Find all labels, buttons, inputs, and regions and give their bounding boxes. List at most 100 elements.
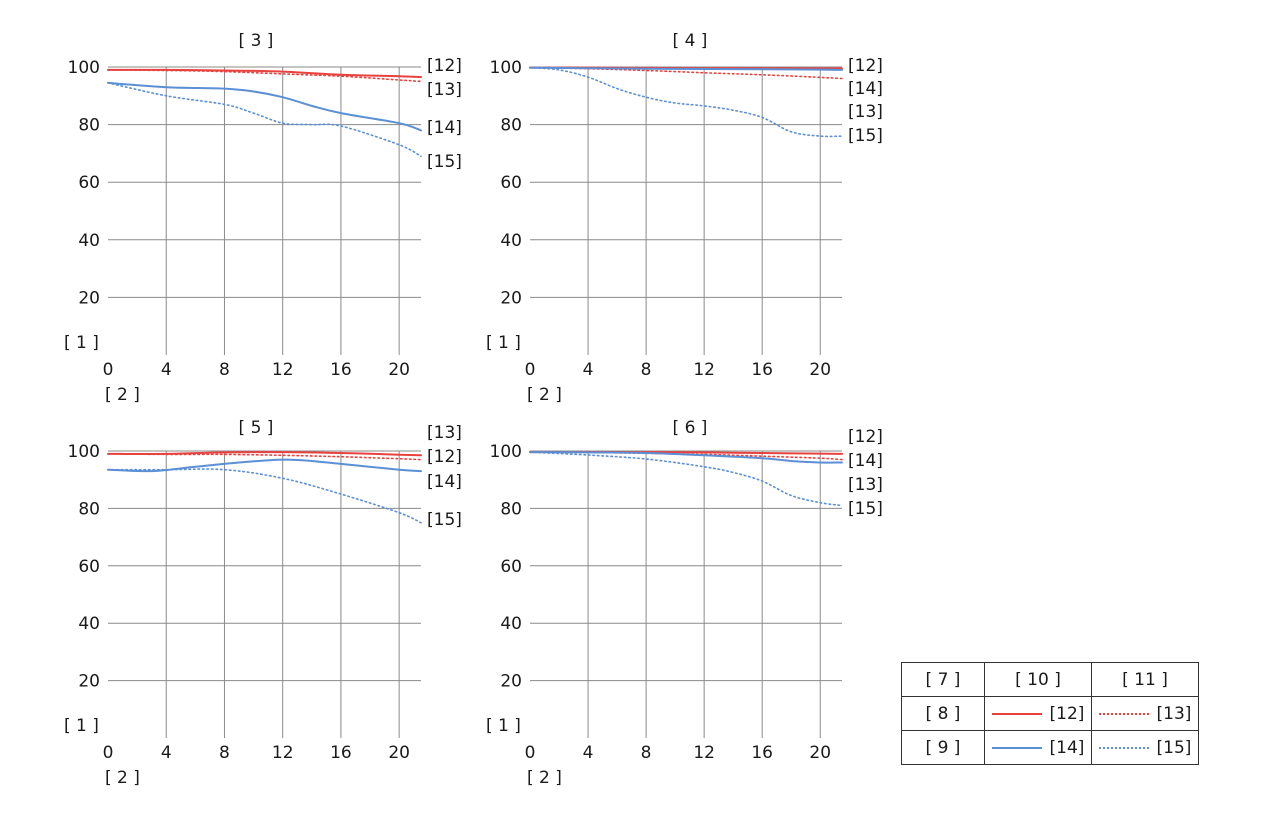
series-end-label: [14] (427, 118, 462, 138)
x-tick-label: 16 (751, 360, 773, 380)
chart-title: [ 5 ] (239, 418, 274, 438)
x-tick-label: 16 (751, 743, 773, 763)
x-tick-label: 20 (809, 743, 831, 763)
x-tick-label: 12 (693, 743, 715, 763)
y-tick-label: 60 (78, 557, 100, 577)
legend-row: [ 8 ] [12] [13] (901, 696, 1199, 731)
series-end-label: [13] (427, 80, 462, 100)
y-tick-label: 40 (78, 231, 100, 251)
chart-title: [ 3 ] (239, 31, 274, 51)
legend-header-cell: [ 7 ] (901, 662, 985, 697)
legend-solid-label: [14] (1049, 737, 1085, 758)
y-tick-label: 40 (500, 231, 522, 251)
legend-table: [ 7 ] [ 10 ] [ 11 ] [ 8 ] [12] [13] [ 9 … (901, 662, 1199, 765)
y-tick-label: 20 (500, 672, 522, 692)
solid-series-line (529, 451, 843, 464)
x-tick-label: 0 (525, 360, 536, 380)
series-end-label: [12] (427, 56, 462, 76)
series-end-label: [13] (427, 423, 462, 443)
x-tick-label: 8 (641, 743, 652, 763)
dotted-series-line (107, 468, 422, 524)
x-tick-label: 8 (641, 360, 652, 380)
series-end-label: [15] (427, 152, 462, 172)
x-tick-label: 16 (330, 360, 352, 380)
dotted-series-line (529, 451, 843, 507)
legend-header-cell: [ 10 ] (984, 662, 1092, 697)
legend-dotted-cell: [13] (1091, 696, 1199, 731)
series-end-label: [12] (848, 427, 883, 447)
legend-header-cell: [ 11 ] (1091, 662, 1199, 697)
series-end-label: [15] (848, 126, 883, 146)
x-tick-label: 4 (161, 360, 172, 380)
y-tick-label: 100 (68, 442, 100, 462)
y-tick-label: 100 (490, 442, 522, 462)
series-end-label: [15] (848, 499, 883, 519)
x-tick-label: 12 (693, 360, 715, 380)
x-tick-label: 12 (272, 743, 294, 763)
x-tick-label: 20 (388, 360, 410, 380)
series-end-label: [12] (848, 56, 883, 76)
x-tick-label: 0 (525, 743, 536, 763)
series-end-label: [14] (427, 472, 462, 492)
x-tick-label: 4 (583, 743, 594, 763)
y-tick-label: 60 (500, 557, 522, 577)
y-tick-label: 60 (500, 173, 522, 193)
x-tick-label: 0 (103, 360, 114, 380)
series-end-label: [15] (427, 510, 462, 530)
x-axis-label: [ 2 ] (527, 385, 562, 405)
y-tick-label: 40 (78, 614, 100, 634)
x-tick-label: 8 (219, 743, 230, 763)
y-tick-label: 20 (78, 672, 100, 692)
y-tick-label: 20 (78, 288, 100, 308)
series-end-label: [12] (427, 447, 462, 467)
solid-series-line (107, 81, 422, 132)
y-tick-label: 20 (500, 288, 522, 308)
dotted-red-line-swatch (1098, 712, 1149, 715)
x-axis-label: [ 2 ] (105, 768, 140, 788)
x-tick-label: 8 (219, 360, 230, 380)
y-tick-label: 80 (500, 116, 522, 136)
dotted-series-line (529, 66, 843, 138)
dotted-series-line (107, 69, 422, 83)
dotted-series-line (107, 453, 422, 461)
y-tick-label: 80 (78, 116, 100, 136)
solid-blue-line-swatch (991, 746, 1042, 749)
series-end-label: [13] (848, 102, 883, 122)
dotted-series-line (107, 82, 422, 158)
chart-title: [ 6 ] (673, 418, 708, 438)
y-tick-label: 40 (500, 614, 522, 634)
x-axis-label: [ 2 ] (527, 768, 562, 788)
legend-solid-label: [12] (1049, 703, 1085, 724)
y-axis-label: [ 1 ] (486, 333, 521, 353)
chart-title: [ 4 ] (673, 31, 708, 51)
y-tick-label: 80 (78, 499, 100, 519)
x-tick-label: 12 (272, 360, 294, 380)
x-tick-label: 20 (388, 743, 410, 763)
x-tick-label: 20 (809, 360, 831, 380)
y-tick-label: 100 (490, 58, 522, 78)
y-axis-label: [ 1 ] (486, 716, 521, 736)
legend-dotted-label: [15] (1156, 737, 1192, 758)
x-axis-label: [ 2 ] (105, 385, 140, 405)
x-tick-label: 0 (103, 743, 114, 763)
y-axis-label: [ 1 ] (64, 333, 99, 353)
legend-solid-cell: [12] (984, 696, 1092, 731)
y-axis-label: [ 1 ] (64, 716, 99, 736)
x-tick-label: 4 (161, 743, 172, 763)
series-end-label: [13] (848, 475, 883, 495)
legend-dotted-cell: [15] (1091, 730, 1199, 765)
legend-row-label: [ 8 ] (901, 696, 985, 731)
legend-header-row: [ 7 ] [ 10 ] [ 11 ] (901, 662, 1199, 697)
legend-row-label: [ 9 ] (901, 730, 985, 765)
y-tick-label: 80 (500, 499, 522, 519)
solid-series-line (529, 66, 843, 71)
x-tick-label: 16 (330, 743, 352, 763)
solid-red-line-swatch (991, 712, 1042, 715)
legend-dotted-label: [13] (1156, 703, 1192, 724)
y-tick-label: 100 (68, 58, 100, 78)
x-tick-label: 4 (583, 360, 594, 380)
series-end-label: [14] (848, 451, 883, 471)
legend-solid-cell: [14] (984, 730, 1092, 765)
dotted-blue-line-swatch (1098, 746, 1149, 749)
